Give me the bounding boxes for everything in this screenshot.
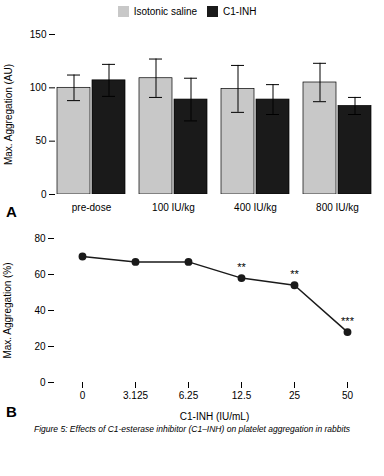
svg-text:0: 0	[41, 189, 47, 200]
svg-text:**: **	[290, 268, 299, 280]
svg-text:40: 40	[34, 305, 46, 316]
svg-text:150: 150	[30, 29, 47, 40]
svg-text:60: 60	[34, 269, 46, 280]
svg-text:12.5: 12.5	[232, 390, 252, 401]
svg-text:Max. Aggregation (AU): Max. Aggregation (AU)	[3, 64, 14, 165]
svg-text:**: **	[237, 261, 246, 273]
svg-text:C1-INH (IU/mL): C1-INH (IU/mL)	[180, 411, 249, 422]
svg-text:50: 50	[342, 390, 354, 401]
svg-text:400 IU/kg: 400 IU/kg	[234, 202, 277, 213]
svg-text:80: 80	[34, 233, 46, 244]
svg-text:800 IU/kg: 800 IU/kg	[316, 202, 359, 213]
svg-text:50: 50	[35, 135, 47, 146]
svg-text:20: 20	[34, 341, 46, 352]
svg-text:100 IU/kg: 100 IU/kg	[152, 202, 195, 213]
svg-text:100: 100	[30, 82, 47, 93]
svg-text:***: ***	[341, 315, 355, 327]
html-text:A: A	[6, 203, 17, 220]
html-text:B: B	[6, 403, 17, 420]
svg-text:6.25: 6.25	[179, 390, 199, 401]
svg-text:25: 25	[289, 390, 301, 401]
svg-text:0: 0	[80, 390, 86, 401]
svg-text:3.125: 3.125	[123, 390, 148, 401]
svg-text:Max. Aggregation (%): Max. Aggregation (%)	[2, 262, 13, 358]
svg-text:pre-dose: pre-dose	[72, 202, 112, 213]
html-text:Isotonic saline: Isotonic saline	[133, 6, 197, 17]
svg-text:0: 0	[40, 377, 46, 388]
html-text:C1-INH: C1-INH	[223, 6, 257, 17]
html-text:Figure 5: Effects of C1-estera: Figure 5: Effects of C1-esterase inhibit…	[34, 424, 350, 434]
